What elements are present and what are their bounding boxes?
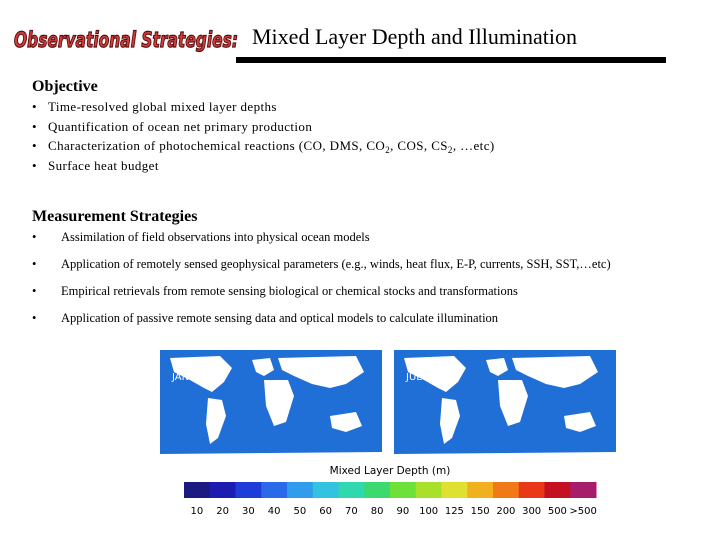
colorbar-tick-label: 50 — [294, 506, 307, 517]
objective-item: Characterization of photochemical reacti… — [48, 138, 495, 155]
colorbar-tick-label: 200 — [496, 506, 515, 517]
colorbar-ticks: 10 20 30 40 50 60 70 80 90 100 125 150 200 300 500 >500 — [191, 506, 597, 517]
map-jul: JUL — [394, 350, 616, 460]
list-item: • Quantification of ocean net primary pro… — [32, 117, 495, 137]
list-item: • Assimilation of field observations into… — [32, 228, 611, 255]
map-jul-label: JUL — [405, 372, 422, 383]
objective-item: Surface heat budget — [48, 157, 159, 173]
measurement-item: Assimilation of field observations into … — [61, 230, 370, 244]
continent-shape — [264, 380, 294, 426]
continent-shape — [206, 398, 226, 444]
continent-shape — [486, 358, 508, 376]
bullet: • — [32, 157, 37, 173]
map-jan: JAN — [160, 350, 382, 460]
colorbar-tick-label: 30 — [242, 506, 255, 517]
bullet: • — [32, 138, 37, 153]
observational-strategies-logo: Observational Strategies: — [13, 27, 238, 52]
measurement-heading: Measurement Strategies — [32, 208, 198, 225]
list-item: • Application of remotely sensed geophysi… — [32, 255, 611, 282]
colorbar-tick-label: 100 — [419, 506, 438, 517]
measurement-list: • Assimilation of field observations into… — [32, 228, 611, 336]
list-item: • Surface heat budget — [32, 156, 495, 176]
colorbar-swatch — [209, 482, 236, 498]
objective-item: Time-resolved global mixed layer depths — [48, 99, 277, 114]
continent-shape — [160, 452, 382, 460]
colorbar-tick-label: 500 — [548, 506, 567, 517]
bullet: • — [32, 311, 37, 325]
bullet: • — [32, 257, 37, 271]
continent-shape — [252, 358, 274, 376]
measurement-item: Application of passive remote sensing da… — [61, 311, 499, 325]
colorbar-swatch — [493, 482, 520, 498]
continent-shape — [278, 356, 364, 388]
colorbar-swatch — [441, 482, 468, 498]
continent-shape — [404, 356, 466, 392]
colorbar-swatch — [184, 482, 211, 498]
colorbar-tick-label: 300 — [522, 506, 541, 517]
colorbar-tick-label: 90 — [397, 506, 410, 517]
colorbar-swatch — [570, 482, 597, 498]
continent-shape — [512, 356, 598, 388]
colorbar-title: Mixed Layer Depth (m) — [330, 465, 451, 477]
objective-list: • Time-resolved global mixed layer depths… — [32, 97, 495, 175]
list-item: • Empirical retrievals from remote sensin… — [32, 282, 611, 309]
map-jan-label: JAN — [171, 372, 189, 383]
objective-item: Quantification of ocean net primary prod… — [48, 118, 313, 134]
svg-text:Observational Strategies:: Observational Strategies: — [14, 28, 238, 52]
continent-shape — [394, 452, 616, 460]
continent-shape — [440, 398, 460, 444]
colorbar-swatch — [518, 482, 545, 498]
bullet: • — [32, 284, 37, 298]
bullet: • — [32, 99, 37, 114]
colorbar-tick-label: 20 — [216, 506, 229, 517]
map-jan-land — [160, 356, 382, 460]
colorbar-swatch — [287, 482, 314, 498]
colorbar-swatch — [235, 482, 262, 498]
colorbar — [184, 482, 597, 498]
colorbar-swatch — [261, 482, 288, 498]
measurement-item: Application of remotely sensed geophysic… — [61, 257, 611, 271]
list-item: • Application of passive remote sensing d… — [32, 309, 611, 336]
colorbar-tick-label: 150 — [471, 506, 490, 517]
colorbar-swatch — [390, 482, 417, 498]
colorbar-swatch — [312, 482, 339, 498]
bullet: • — [32, 230, 37, 244]
colorbar-swatch — [467, 482, 494, 498]
colorbar-tick-label: 40 — [268, 506, 281, 517]
map-jul-land — [394, 356, 616, 460]
objective-heading: Objective — [32, 78, 98, 95]
colorbar-swatch — [544, 482, 571, 498]
continent-shape — [170, 356, 232, 392]
list-item: • Time-resolved global mixed layer depths — [32, 97, 495, 117]
mixed-layer-depth-figure: JAN JUL Mixed Layer Depth (m) 10 20 30 40 50… — [160, 350, 616, 517]
list-item: • Characterization of photochemical react… — [32, 136, 495, 156]
colorbar-tick-label: 60 — [319, 506, 332, 517]
title-underline — [236, 57, 666, 63]
colorbar-swatch — [364, 482, 391, 498]
slide-title: Mixed Layer Depth and Illumination — [252, 24, 578, 49]
continent-shape — [330, 412, 362, 432]
colorbar-tick-label: 10 — [191, 506, 204, 517]
continent-shape — [564, 412, 596, 432]
bullet: • — [32, 118, 37, 134]
measurement-item: Empirical retrievals from remote sensing… — [61, 284, 518, 298]
colorbar-swatch — [338, 482, 365, 498]
colorbar-swatch — [415, 482, 442, 498]
colorbar-tick-label: 70 — [345, 506, 358, 517]
colorbar-tick-label: >500 — [569, 506, 596, 517]
continent-shape — [498, 380, 528, 426]
colorbar-tick-label: 125 — [445, 506, 464, 517]
colorbar-tick-label: 80 — [371, 506, 384, 517]
